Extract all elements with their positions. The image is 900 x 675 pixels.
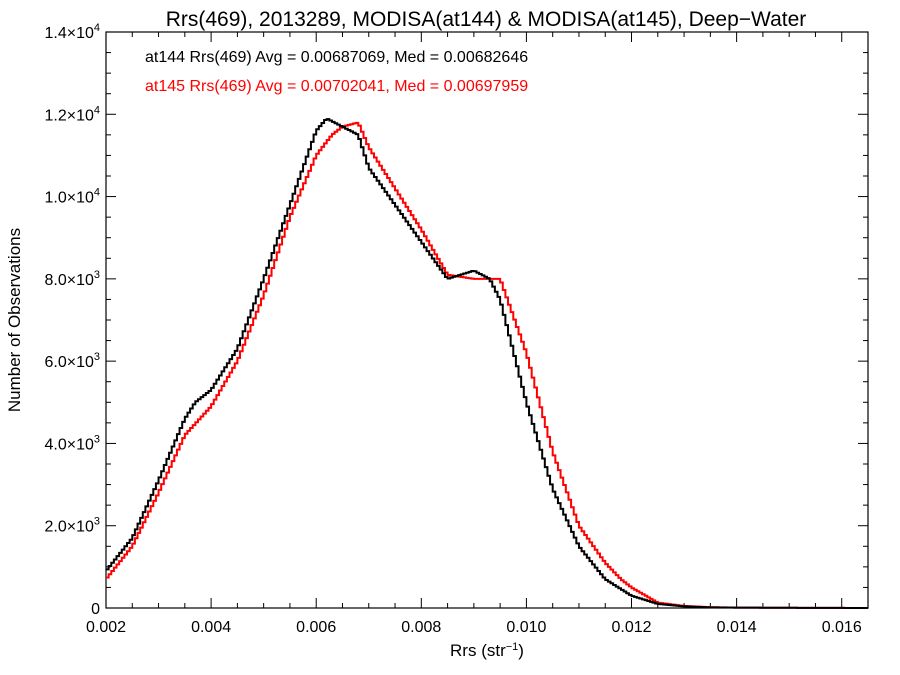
y-tick-label-mantissa: 1.2×10 — [44, 107, 93, 124]
y-tick-label: 0 — [91, 601, 100, 618]
y-tick-label: 1.0×104 — [44, 187, 100, 207]
x-axis-label-main: Rrs (str — [450, 641, 506, 660]
y-tick-label-mantissa: 0 — [91, 601, 100, 618]
y-tick-label-exponent: 3 — [94, 269, 100, 281]
y-tick-label: 8.0×103 — [44, 269, 100, 289]
plot-area — [105, 31, 869, 609]
chart-title: Rrs(469), 2013289, MODISA(at144) & MODIS… — [166, 8, 807, 31]
y-tick-label-mantissa: 8.0×10 — [44, 272, 93, 289]
x-tick-label: 0.002 — [86, 619, 126, 636]
x-tick-label: 0.016 — [822, 619, 862, 636]
series-layer — [106, 118, 868, 609]
x-axis-label-superscript: −1 — [506, 641, 519, 653]
y-tick-label-mantissa: 1.4×10 — [44, 25, 93, 42]
y-tick-label: 4.0×103 — [44, 433, 100, 453]
series-at145-line — [106, 121, 868, 609]
annotation-at144: at144 Rrs(469) Avg = 0.00687069, Med = 0… — [145, 49, 528, 66]
x-tick-label: 0.008 — [401, 619, 441, 636]
y-tick-label: 1.4×104 — [44, 22, 100, 42]
x-axis-ticks: 0.002 0.004 0.006 0.008 0.010 0.012 0.014 0.016 — [86, 32, 862, 636]
y-tick-label: 2.0×103 — [44, 516, 100, 536]
y-tick-label-exponent: 3 — [94, 433, 100, 445]
y-tick-label-exponent: 4 — [94, 22, 100, 34]
annotation-at145: at145 Rrs(469) Avg = 0.00702041, Med = 0… — [145, 78, 528, 95]
x-tick-label: 0.010 — [506, 619, 546, 636]
x-tick-label: 0.006 — [296, 619, 336, 636]
y-tick-label-exponent: 4 — [94, 104, 100, 116]
y-tick-label: 6.0×103 — [44, 351, 100, 371]
y-tick-label-exponent: 4 — [94, 187, 100, 199]
y-tick-label: 1.2×104 — [44, 104, 100, 124]
series-at144-line — [106, 118, 868, 609]
y-tick-label-mantissa: 1.0×10 — [44, 190, 93, 207]
x-tick-label: 0.012 — [611, 619, 651, 636]
y-axis-label: Number of Observations — [5, 228, 24, 412]
y-axis-ticks: 02.0×1034.0×1036.0×1038.0×1031.0×1041.2×… — [44, 22, 868, 618]
x-tick-label: 0.004 — [191, 619, 231, 636]
plot-border — [105, 31, 869, 609]
y-tick-label-mantissa: 2.0×10 — [44, 519, 93, 536]
y-tick-label-mantissa: 4.0×10 — [44, 436, 93, 453]
x-axis-label: Rrs (str−1) — [450, 641, 524, 660]
y-tick-label-exponent: 3 — [94, 516, 100, 528]
x-axis-label-tail: ) — [518, 641, 524, 660]
x-tick-label: 0.014 — [717, 619, 757, 636]
y-tick-label-exponent: 3 — [94, 351, 100, 363]
y-tick-label-mantissa: 6.0×10 — [44, 354, 93, 371]
